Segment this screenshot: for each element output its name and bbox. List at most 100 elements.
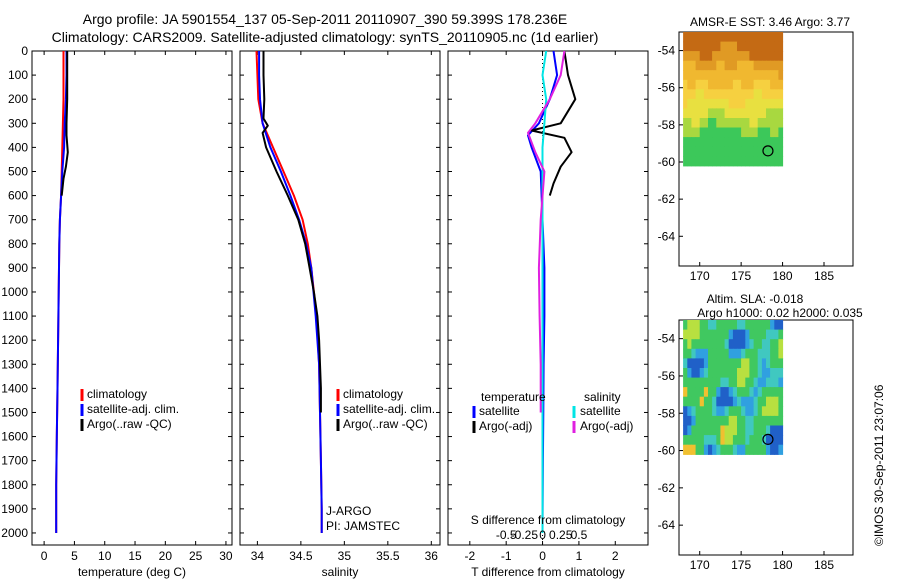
map-data-cell (695, 358, 701, 369)
map-data-cell (699, 41, 705, 52)
map-data-cell (766, 89, 771, 100)
map-data-cell (724, 146, 730, 157)
map-data-cell (691, 348, 697, 359)
map-data-cell (712, 79, 717, 90)
map-data-cell (774, 415, 779, 427)
map-data-cell (703, 118, 709, 129)
map-data-cell (708, 435, 713, 446)
map-data-cell (708, 51, 713, 62)
map-data-cell (695, 60, 701, 71)
map-data-cell (687, 108, 692, 119)
map-data-cell (712, 32, 717, 43)
map-data-cell (703, 406, 709, 417)
map-data-cell (716, 41, 721, 52)
map-data-cell (761, 368, 767, 379)
map-data-cell (724, 425, 730, 436)
map-data-cell (757, 79, 763, 90)
map-data-cell (708, 32, 713, 43)
map-lat-tick-label: -56 (658, 81, 676, 95)
map-data-cell (766, 79, 771, 90)
map-data-cell (778, 146, 784, 157)
map-data-cell (695, 118, 701, 129)
map-data-cell (757, 339, 763, 350)
map-data-cell (699, 329, 705, 340)
map-data-cell (770, 387, 775, 398)
map-data-cell (761, 89, 767, 100)
map-data-cell (770, 358, 775, 369)
map-data-cell (741, 435, 746, 446)
map-data-cell (737, 118, 742, 129)
map-data-cell (703, 32, 709, 43)
map-data-cell (757, 396, 763, 407)
map-data-cell (757, 32, 763, 43)
legend-label: Argo(..raw -QC) (343, 417, 428, 431)
map-data-cell (749, 396, 755, 407)
map-data-cell (741, 137, 746, 148)
map-data-cell (716, 89, 721, 100)
map-data-cell (732, 32, 738, 43)
map-data-cell (708, 339, 713, 350)
map-data-cell (745, 387, 750, 398)
map-data-cell (766, 368, 771, 379)
map-data-cell (749, 387, 755, 398)
map-data-cell (761, 377, 767, 388)
map-data-cell (761, 396, 767, 407)
map-data-cell (741, 348, 746, 359)
profile-panel-3-frame (447, 50, 649, 546)
map-data-cell (753, 51, 759, 62)
x-axis-label: T difference from climatology (471, 565, 625, 579)
map-data-cell (695, 425, 701, 436)
map-data-cell (724, 32, 730, 43)
map-data-cell (712, 387, 717, 398)
map-data-cell (774, 368, 779, 379)
map-data-cell (741, 444, 746, 455)
map-data-cell (766, 329, 771, 340)
map-data-cell (687, 435, 692, 446)
map-data-cell (724, 387, 730, 398)
map-data-cell (724, 98, 730, 110)
map-data-cell (687, 377, 692, 388)
map-data-cell (691, 156, 697, 167)
map-data-cell (695, 156, 701, 167)
map-data-cell (757, 89, 763, 100)
map-data-cell (737, 70, 742, 81)
map-data-cell (761, 70, 767, 81)
map-data-cell (749, 444, 755, 455)
x-tick-label: 36 (425, 549, 439, 563)
map-data-cell (757, 406, 763, 417)
depth-tick-label: 400 (8, 140, 28, 154)
map-data-cell (683, 51, 688, 62)
map-data-cell (745, 358, 750, 369)
map-lon-tick-label: 185 (814, 269, 834, 283)
map-data-cell (745, 368, 750, 379)
map-data-cell (766, 108, 771, 119)
map-data-cell (737, 51, 742, 62)
profile-panel-2-frame (239, 50, 441, 546)
map-data-cell (745, 118, 750, 129)
map-data-cell (703, 51, 709, 62)
map-data-cell (774, 387, 779, 398)
map-data-cell (761, 406, 767, 417)
map-data-cell (716, 444, 721, 455)
map-data-cell (737, 415, 742, 427)
map-data-cell (724, 127, 730, 138)
map-data-cell (753, 358, 759, 369)
map-data-cell (712, 329, 717, 340)
map-data-cell (699, 60, 705, 71)
map-data-cell (749, 339, 755, 350)
map-data-cell (761, 137, 767, 148)
map-data-cell (761, 348, 767, 359)
legend-label: satellite (479, 404, 520, 418)
x-tick-label: 1 (576, 549, 583, 563)
map-data-cell (699, 377, 705, 388)
map-data-cell (699, 98, 705, 110)
map-data-cell (728, 156, 734, 167)
map-data-cell (745, 41, 750, 52)
map-data-cell (699, 108, 705, 119)
map-data-cell (703, 339, 709, 350)
map-data-cell (716, 108, 721, 119)
map-data-cell (720, 51, 726, 62)
map-data-cell (728, 51, 734, 62)
map-lon-tick-label: 175 (731, 269, 751, 283)
map-data-cell (699, 79, 705, 90)
